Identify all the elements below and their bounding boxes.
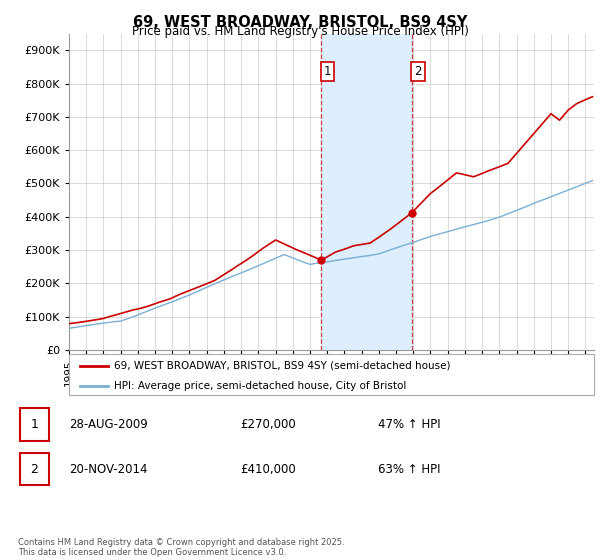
Text: 2: 2 [414,65,422,78]
Text: HPI: Average price, semi-detached house, City of Bristol: HPI: Average price, semi-detached house,… [113,381,406,391]
Text: 1: 1 [324,65,331,78]
Text: Price paid vs. HM Land Registry's House Price Index (HPI): Price paid vs. HM Land Registry's House … [131,25,469,38]
Text: 2: 2 [31,463,38,476]
Text: 20-NOV-2014: 20-NOV-2014 [69,463,148,476]
Text: £270,000: £270,000 [240,418,296,431]
FancyBboxPatch shape [69,354,594,395]
Text: 69, WEST BROADWAY, BRISTOL, BS9 4SY (semi-detached house): 69, WEST BROADWAY, BRISTOL, BS9 4SY (sem… [113,361,450,371]
Bar [321,34,412,350]
FancyBboxPatch shape [20,453,49,486]
Text: 69, WEST BROADWAY, BRISTOL, BS9 4SY: 69, WEST BROADWAY, BRISTOL, BS9 4SY [133,15,467,30]
Text: 63% ↑ HPI: 63% ↑ HPI [378,463,440,476]
Text: 28-AUG-2009: 28-AUG-2009 [69,418,148,431]
Text: 1: 1 [31,418,38,431]
Text: 47% ↑ HPI: 47% ↑ HPI [378,418,440,431]
Text: £410,000: £410,000 [240,463,296,476]
Text: Contains HM Land Registry data © Crown copyright and database right 2025.
This d: Contains HM Land Registry data © Crown c… [18,538,344,557]
FancyBboxPatch shape [20,408,49,441]
